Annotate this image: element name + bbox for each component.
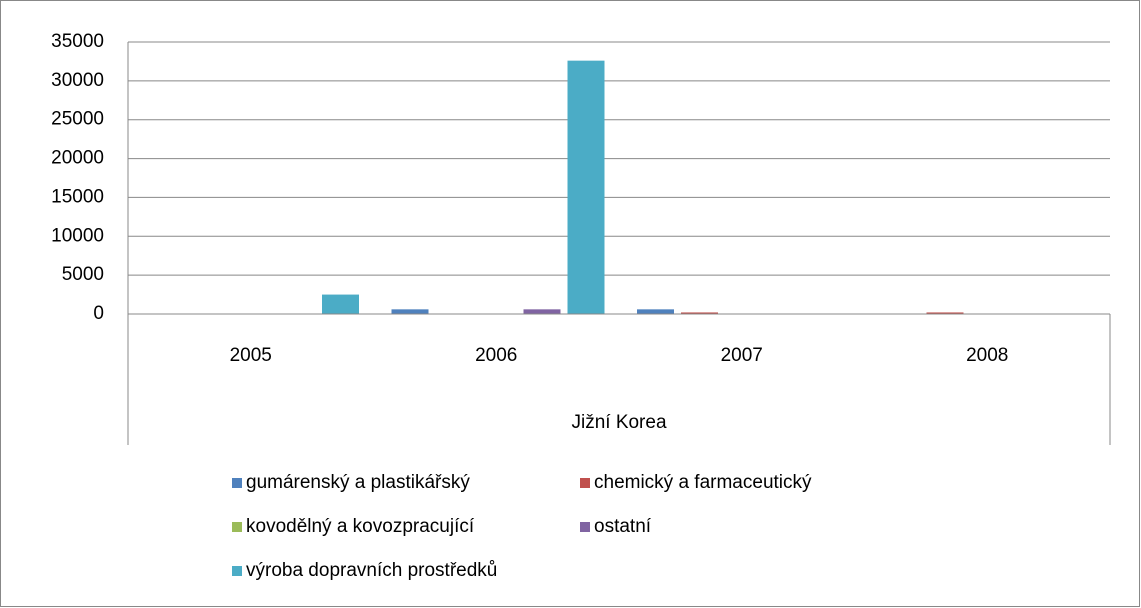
x-tick-label: 2007 xyxy=(721,345,763,366)
legend-swatch xyxy=(232,478,242,488)
y-tick-label: 5000 xyxy=(62,264,104,285)
bar xyxy=(523,309,561,314)
bar xyxy=(567,60,605,314)
x-axis-label: Jižní Korea xyxy=(571,412,666,433)
x-tick-label: 2006 xyxy=(475,345,517,366)
x-tick-label: 2008 xyxy=(966,345,1008,366)
bar xyxy=(391,309,429,314)
y-tick-label: 10000 xyxy=(51,225,104,246)
y-tick-label: 35000 xyxy=(51,31,104,52)
bar xyxy=(637,309,674,314)
bar xyxy=(681,312,718,314)
y-tick-label: 20000 xyxy=(51,148,104,169)
legend-swatch xyxy=(580,522,590,532)
legend-swatch xyxy=(232,566,242,576)
bar xyxy=(322,294,359,314)
legend-swatch xyxy=(232,522,242,532)
y-tick-label: 25000 xyxy=(51,109,104,130)
legend-swatch xyxy=(580,478,590,488)
legend-label: ostatní xyxy=(594,516,652,537)
y-tick-label: 15000 xyxy=(51,186,104,207)
bar xyxy=(926,312,964,314)
legend-label: kovodělný a kovozpracující xyxy=(246,516,475,537)
x-tick-label: 2005 xyxy=(230,345,272,366)
legend-label: gumárenský a plastikářský xyxy=(246,472,470,493)
y-tick-label: 0 xyxy=(93,303,104,324)
y-tick-label: 30000 xyxy=(51,70,104,91)
legend-label: výroba dopravních prostředků xyxy=(246,560,497,581)
legend-label: chemický a farmaceutický xyxy=(594,472,812,493)
